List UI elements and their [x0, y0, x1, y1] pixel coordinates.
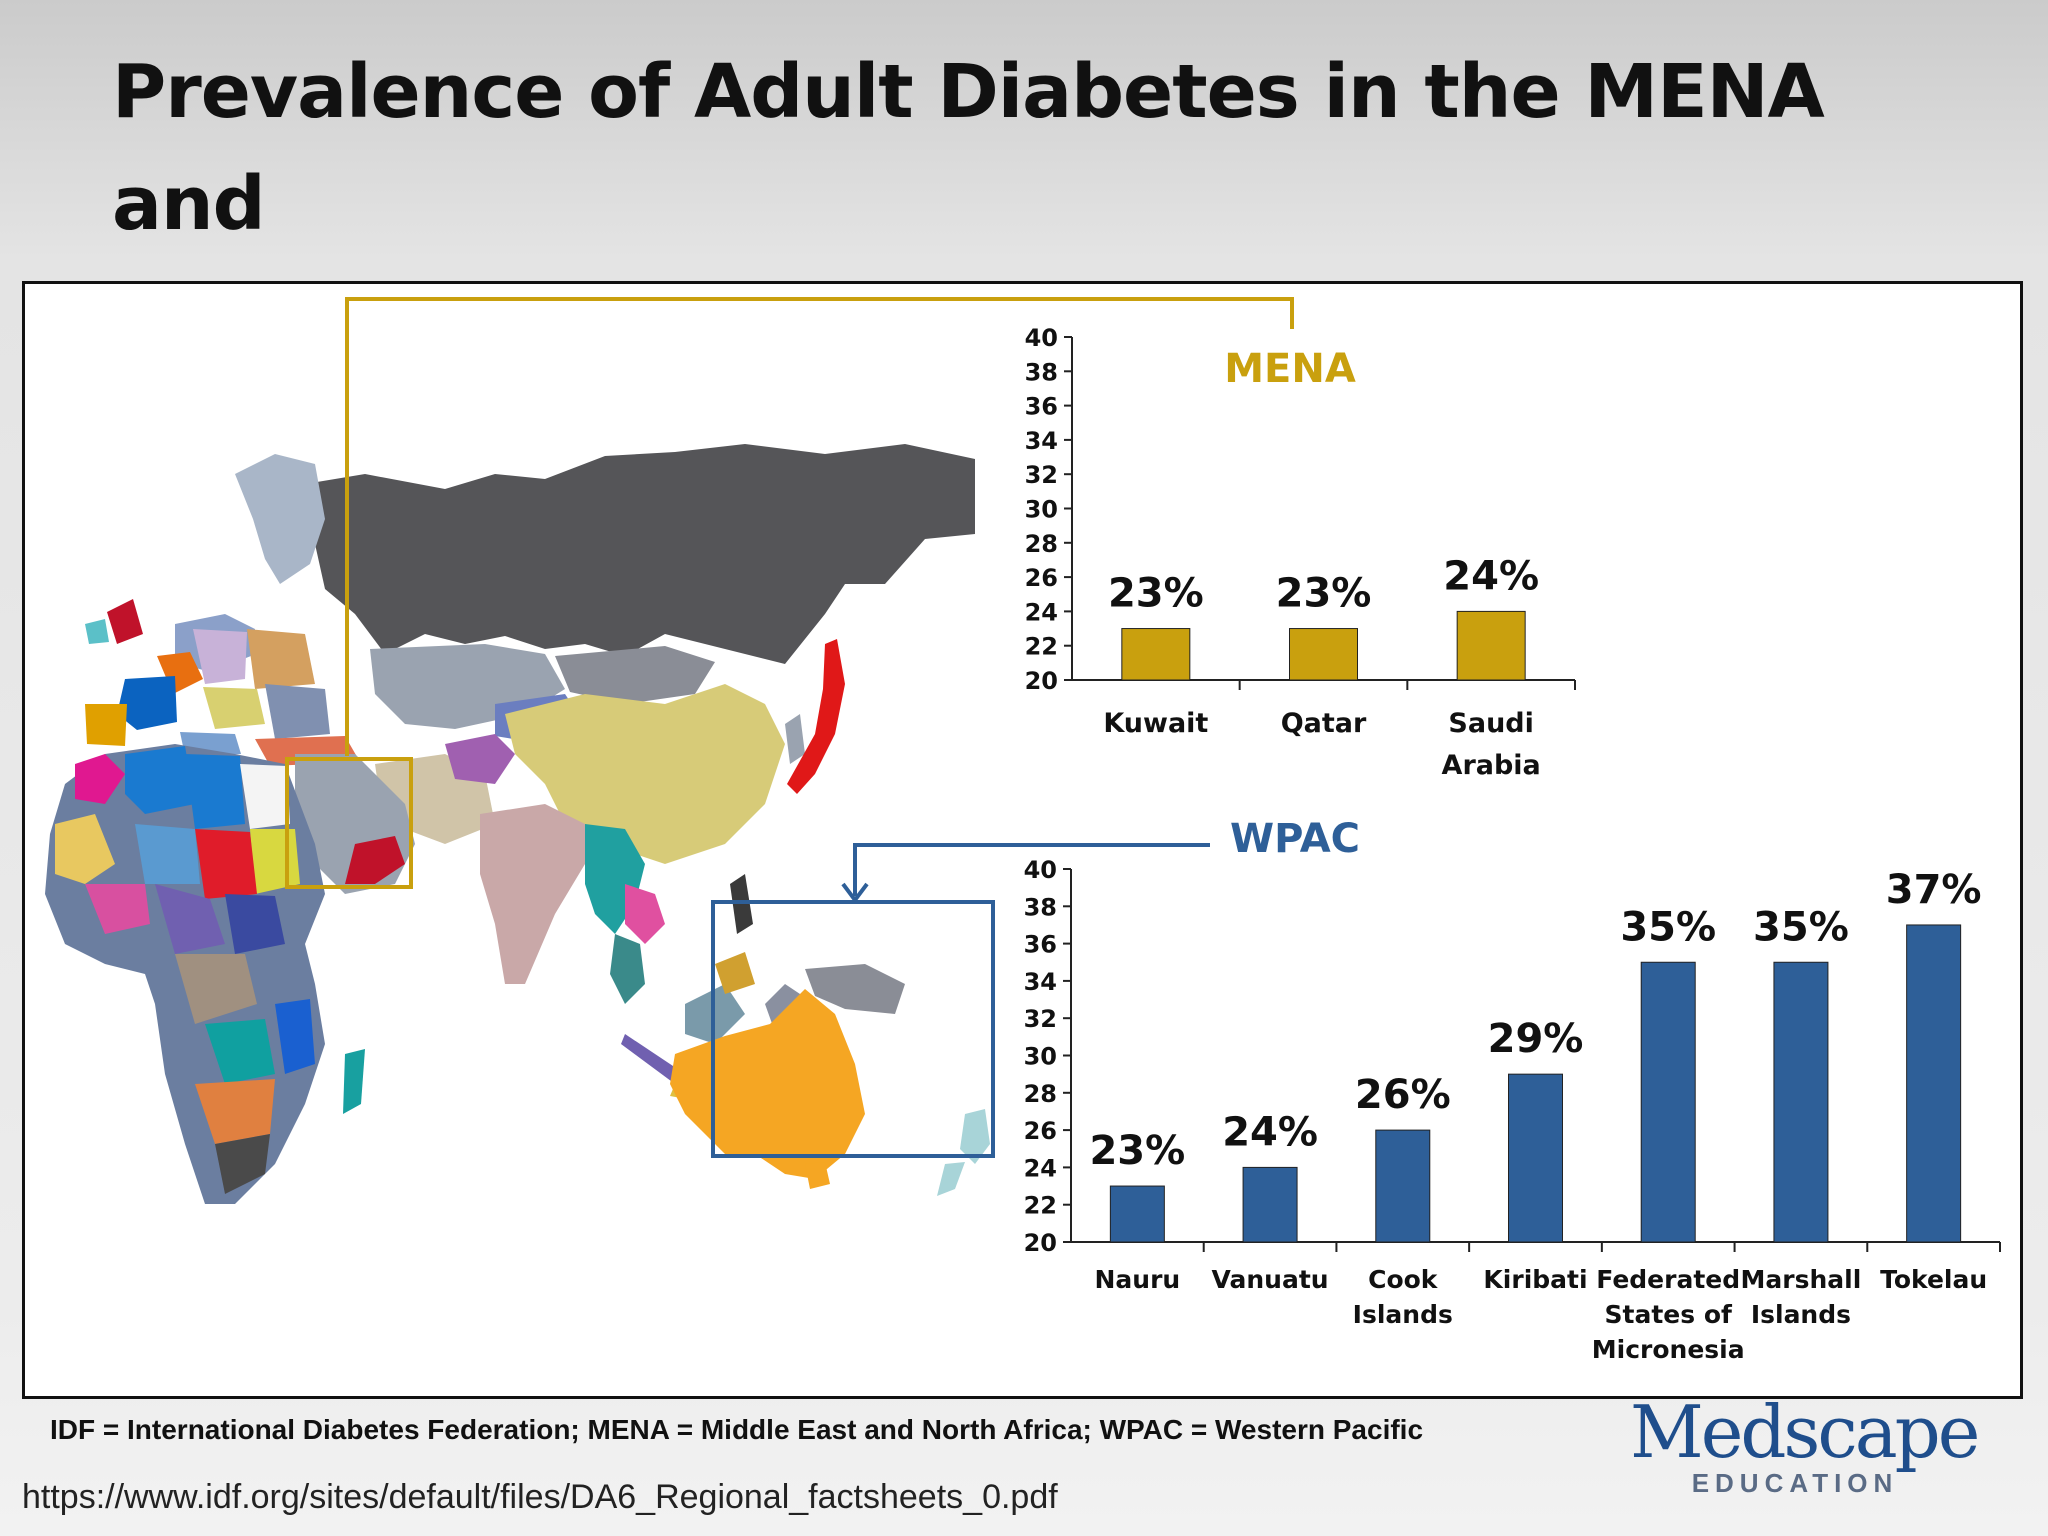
- logo-sub: EDUCATION: [1691, 1468, 1899, 1498]
- wpac-bar-chart: 20 22 24 26 28 30 32 34 36 38 40 23% Nauru 24% Vanuat…: [1024, 816, 2001, 1364]
- mena-chart-title: MENA: [1224, 346, 1356, 392]
- wpac-y-tick-label: 26: [1024, 1117, 1057, 1145]
- mena-y-tick-label: 38: [1025, 358, 1058, 386]
- wpac-bar: [1375, 1129, 1431, 1243]
- wpac-category-label: Federated States of Micronesia: [1592, 1265, 1745, 1364]
- wpac-y-tick-label: 30: [1024, 1043, 1057, 1071]
- wpac-data-label: 24%: [1222, 1109, 1318, 1155]
- source-url: https://www.idf.org/sites/default/files/…: [22, 1478, 1058, 1516]
- wpac-bar: [1242, 1166, 1298, 1243]
- wpac-y-tick-label: 24: [1024, 1154, 1057, 1182]
- map-scandinavia: [235, 454, 325, 584]
- logo-name: Medscape: [1630, 1390, 1980, 1474]
- wpac-bars: 23% Nauru 24% Vanuatu 26% Cook Islands 29% Kirib…: [1089, 867, 1987, 1364]
- wpac-connector: [853, 843, 1210, 896]
- wpac-category-label: Vanuatu: [1212, 1265, 1329, 1294]
- mena-y-tick-label: 36: [1025, 393, 1058, 421]
- wpac-y-tick-label: 36: [1024, 931, 1057, 959]
- wpac-data-label: 26%: [1355, 1072, 1451, 1118]
- wpac-data-label: 35%: [1753, 904, 1849, 950]
- mena-y-tick-label: 26: [1025, 564, 1058, 592]
- mena-region-box: [285, 757, 413, 889]
- footnote: IDF = International Diabetes Federation;…: [50, 1414, 1424, 1445]
- mena-y-tick-label: 30: [1025, 496, 1058, 524]
- wpac-region-box: [711, 900, 995, 1158]
- mena-y-tick-label: 20: [1025, 667, 1058, 695]
- wpac-chart-title: WPAC: [1230, 816, 1360, 862]
- mena-category-label: Saudi Arabia: [1442, 708, 1541, 781]
- wpac-category-label: Kiribati: [1483, 1265, 1587, 1294]
- wpac-bar: [1906, 924, 1962, 1243]
- mena-y-tick-label: 34: [1025, 427, 1058, 455]
- map-russia: [305, 444, 975, 664]
- mena-axis: 20 22 24 26 28 30 32 34 36 38 40: [1025, 324, 1576, 695]
- mena-data-label: 23%: [1276, 571, 1372, 617]
- mena-connector: [345, 297, 1294, 756]
- medscape-logo: Medscape EDUCATION: [1630, 1390, 1980, 1498]
- title-line-1: Prevalence of Adult Diabetes in the MENA…: [112, 49, 1825, 247]
- wpac-category-label: Cook Islands: [1353, 1265, 1453, 1329]
- wpac-bar: [1109, 1185, 1165, 1243]
- mena-bar: [1121, 628, 1191, 681]
- mena-bars: 23% Kuwait 23% Qatar 24% Saudi Arabia: [1103, 553, 1540, 781]
- wpac-data-label: 37%: [1886, 867, 1982, 913]
- mena-bar-chart: 20 22 24 26 28 30 32 34 36 38 40 23% Kuwait 23% Qatar…: [1025, 324, 1576, 781]
- wpac-y-tick-label: 28: [1024, 1080, 1057, 1108]
- wpac-y-tick-label: 40: [1024, 856, 1057, 884]
- world-map: [45, 297, 1294, 1204]
- wpac-y-tick-label: 38: [1024, 893, 1057, 921]
- mena-data-label: 24%: [1443, 553, 1539, 599]
- wpac-y-tick-label: 20: [1024, 1229, 1057, 1257]
- wpac-category-label: Marshall Islands: [1741, 1265, 1862, 1329]
- wpac-data-label: 35%: [1620, 904, 1716, 950]
- wpac-y-tick-label: 32: [1024, 1005, 1057, 1033]
- wpac-y-tick-label: 22: [1024, 1192, 1057, 1220]
- mena-y-tick-label: 24: [1025, 598, 1058, 626]
- mena-bar: [1456, 610, 1526, 681]
- wpac-category-label: Nauru: [1094, 1265, 1180, 1294]
- mena-category-label: Kuwait: [1103, 708, 1208, 739]
- wpac-category-label: Tokelau: [1880, 1265, 1987, 1294]
- wpac-y-tick-label: 34: [1024, 968, 1057, 996]
- wpac-bar: [1640, 961, 1696, 1243]
- mena-bar: [1289, 628, 1358, 681]
- mena-y-tick-label: 22: [1025, 633, 1058, 661]
- wpac-data-label: 23%: [1089, 1128, 1185, 1174]
- content-panel: 20 22 24 26 28 30 32 34 36 38 40 23% Kuwait 23% Qatar…: [22, 281, 2023, 1399]
- mena-y-tick-label: 32: [1025, 461, 1058, 489]
- wpac-data-label: 29%: [1488, 1016, 1584, 1062]
- wpac-bar: [1773, 961, 1829, 1243]
- mena-y-tick-label: 28: [1025, 530, 1058, 558]
- wpac-bar: [1508, 1073, 1563, 1243]
- mena-y-tick-label: 40: [1025, 324, 1058, 352]
- mena-category-label: Qatar: [1281, 708, 1367, 739]
- mena-data-label: 23%: [1108, 571, 1204, 617]
